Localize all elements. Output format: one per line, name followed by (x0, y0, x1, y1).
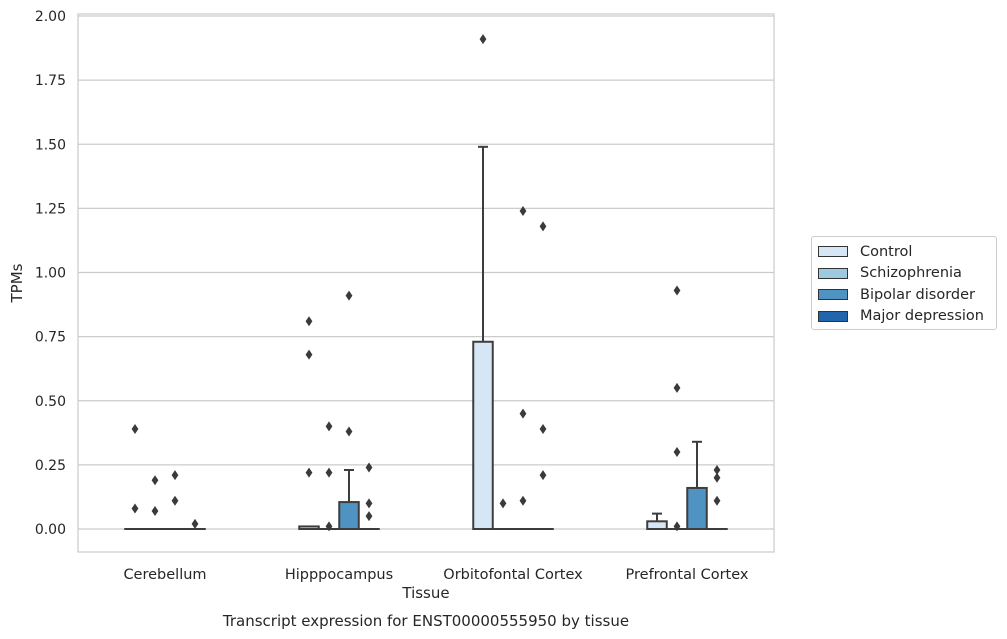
box-major-depression (358, 462, 380, 531)
outlier-point (713, 465, 721, 476)
x-axis-label: Tissue (401, 584, 449, 602)
outlier-point (673, 382, 681, 393)
box-rect (338, 501, 360, 531)
outlier-point (519, 205, 527, 216)
outlier-point (131, 503, 139, 514)
legend-label-bipolar-disorder: Bipolar disorder (860, 286, 975, 303)
y-tick-label: 2.00 (35, 9, 66, 25)
outlier-point (673, 447, 681, 458)
y-tick-label: 1.50 (35, 137, 66, 153)
y-tick-label: 0.75 (35, 330, 66, 346)
outlier-point (325, 521, 333, 532)
legend-label-major-depression: Major depression (860, 308, 984, 325)
outlier-point (305, 467, 313, 478)
gridlines (78, 15, 774, 530)
plot-area-frame (77, 13, 775, 553)
y-tick-label: 0.00 (35, 522, 66, 538)
box-schizophrenia (666, 285, 688, 532)
legend-swatch-bipolar-disorder (818, 289, 848, 301)
outlier-point (151, 475, 159, 486)
box-schizophrenia (144, 475, 166, 531)
outlier-point (325, 467, 333, 478)
outlier-point (191, 518, 199, 529)
outlier-point (365, 511, 373, 522)
y-tick-label: 0.25 (35, 458, 66, 474)
y-tick-label: 0.50 (35, 394, 66, 410)
outlier-point (365, 498, 373, 509)
x-tick-label: Prefrontal Cortex (626, 567, 749, 583)
box-groups (124, 34, 728, 532)
outlier-point (131, 423, 139, 434)
outlier-point (305, 316, 313, 327)
legend-item-control: Control (818, 241, 990, 263)
box-control (124, 423, 146, 531)
box-rect (686, 486, 708, 530)
outlier-point (345, 290, 353, 301)
y-tick-label: 1.00 (35, 266, 66, 282)
box-schizophrenia (318, 421, 340, 532)
tick-labels: 0.00 0.25 0.50 0.75 1.00 1.25 1.50 1.75 2.00 Cere… (35, 9, 749, 583)
outlier-point (151, 506, 159, 517)
box-rect (646, 520, 668, 530)
outlier-point (539, 470, 547, 481)
box-bipolar-disorder (164, 470, 186, 531)
legend: Control Schizophrenia Bipolar disorder M… (811, 236, 997, 330)
y-tick-label: 1.25 (35, 201, 66, 217)
legend-swatch-control (818, 246, 848, 258)
outlier-point (365, 462, 373, 473)
outlier-point (305, 349, 313, 360)
box-schizophrenia (492, 498, 514, 531)
legend-swatch-schizophrenia (818, 267, 848, 279)
outlier-point (673, 521, 681, 532)
legend-item-bipolar-disorder: Bipolar disorder (818, 284, 990, 306)
outlier-point (325, 421, 333, 432)
y-axis-label: TPMs (8, 263, 26, 303)
box-bipolar-disorder (512, 205, 534, 531)
legend-swatch-major-depression (818, 310, 848, 322)
chart-caption: Transcript expression for ENST0000055595… (222, 612, 629, 630)
y-tick-label: 1.75 (35, 73, 66, 89)
legend-label-schizophrenia: Schizophrenia (860, 265, 962, 282)
outlier-point (673, 285, 681, 296)
outlier-point (345, 426, 353, 437)
x-tick-label: Cerebellum (123, 567, 206, 583)
outlier-point (499, 498, 507, 509)
box-bipolar-disorder (686, 440, 708, 530)
outlier-point (539, 221, 547, 232)
box-control (472, 34, 494, 530)
box-control (646, 512, 668, 530)
outlier-point (171, 470, 179, 481)
outlier-point (519, 408, 527, 419)
box-control (298, 316, 320, 530)
outlier-point (539, 423, 547, 434)
outlier-point (713, 472, 721, 483)
box-major-depression (706, 465, 728, 531)
outlier-point (713, 495, 721, 506)
x-tick-label: Orbitofontal Cortex (443, 567, 583, 583)
legend-item-schizophrenia: Schizophrenia (818, 263, 990, 285)
legend-item-major-depression: Major depression (818, 306, 990, 328)
box-major-depression (532, 221, 554, 531)
box-bipolar-disorder (338, 290, 360, 531)
outlier-point (171, 495, 179, 506)
x-tick-label: Hipppocampus (285, 567, 393, 583)
legend-label-control: Control (860, 243, 913, 260)
box-major-depression (184, 518, 206, 531)
box-rect (472, 340, 494, 530)
outlier-point (519, 495, 527, 506)
outlier-point (479, 34, 487, 45)
